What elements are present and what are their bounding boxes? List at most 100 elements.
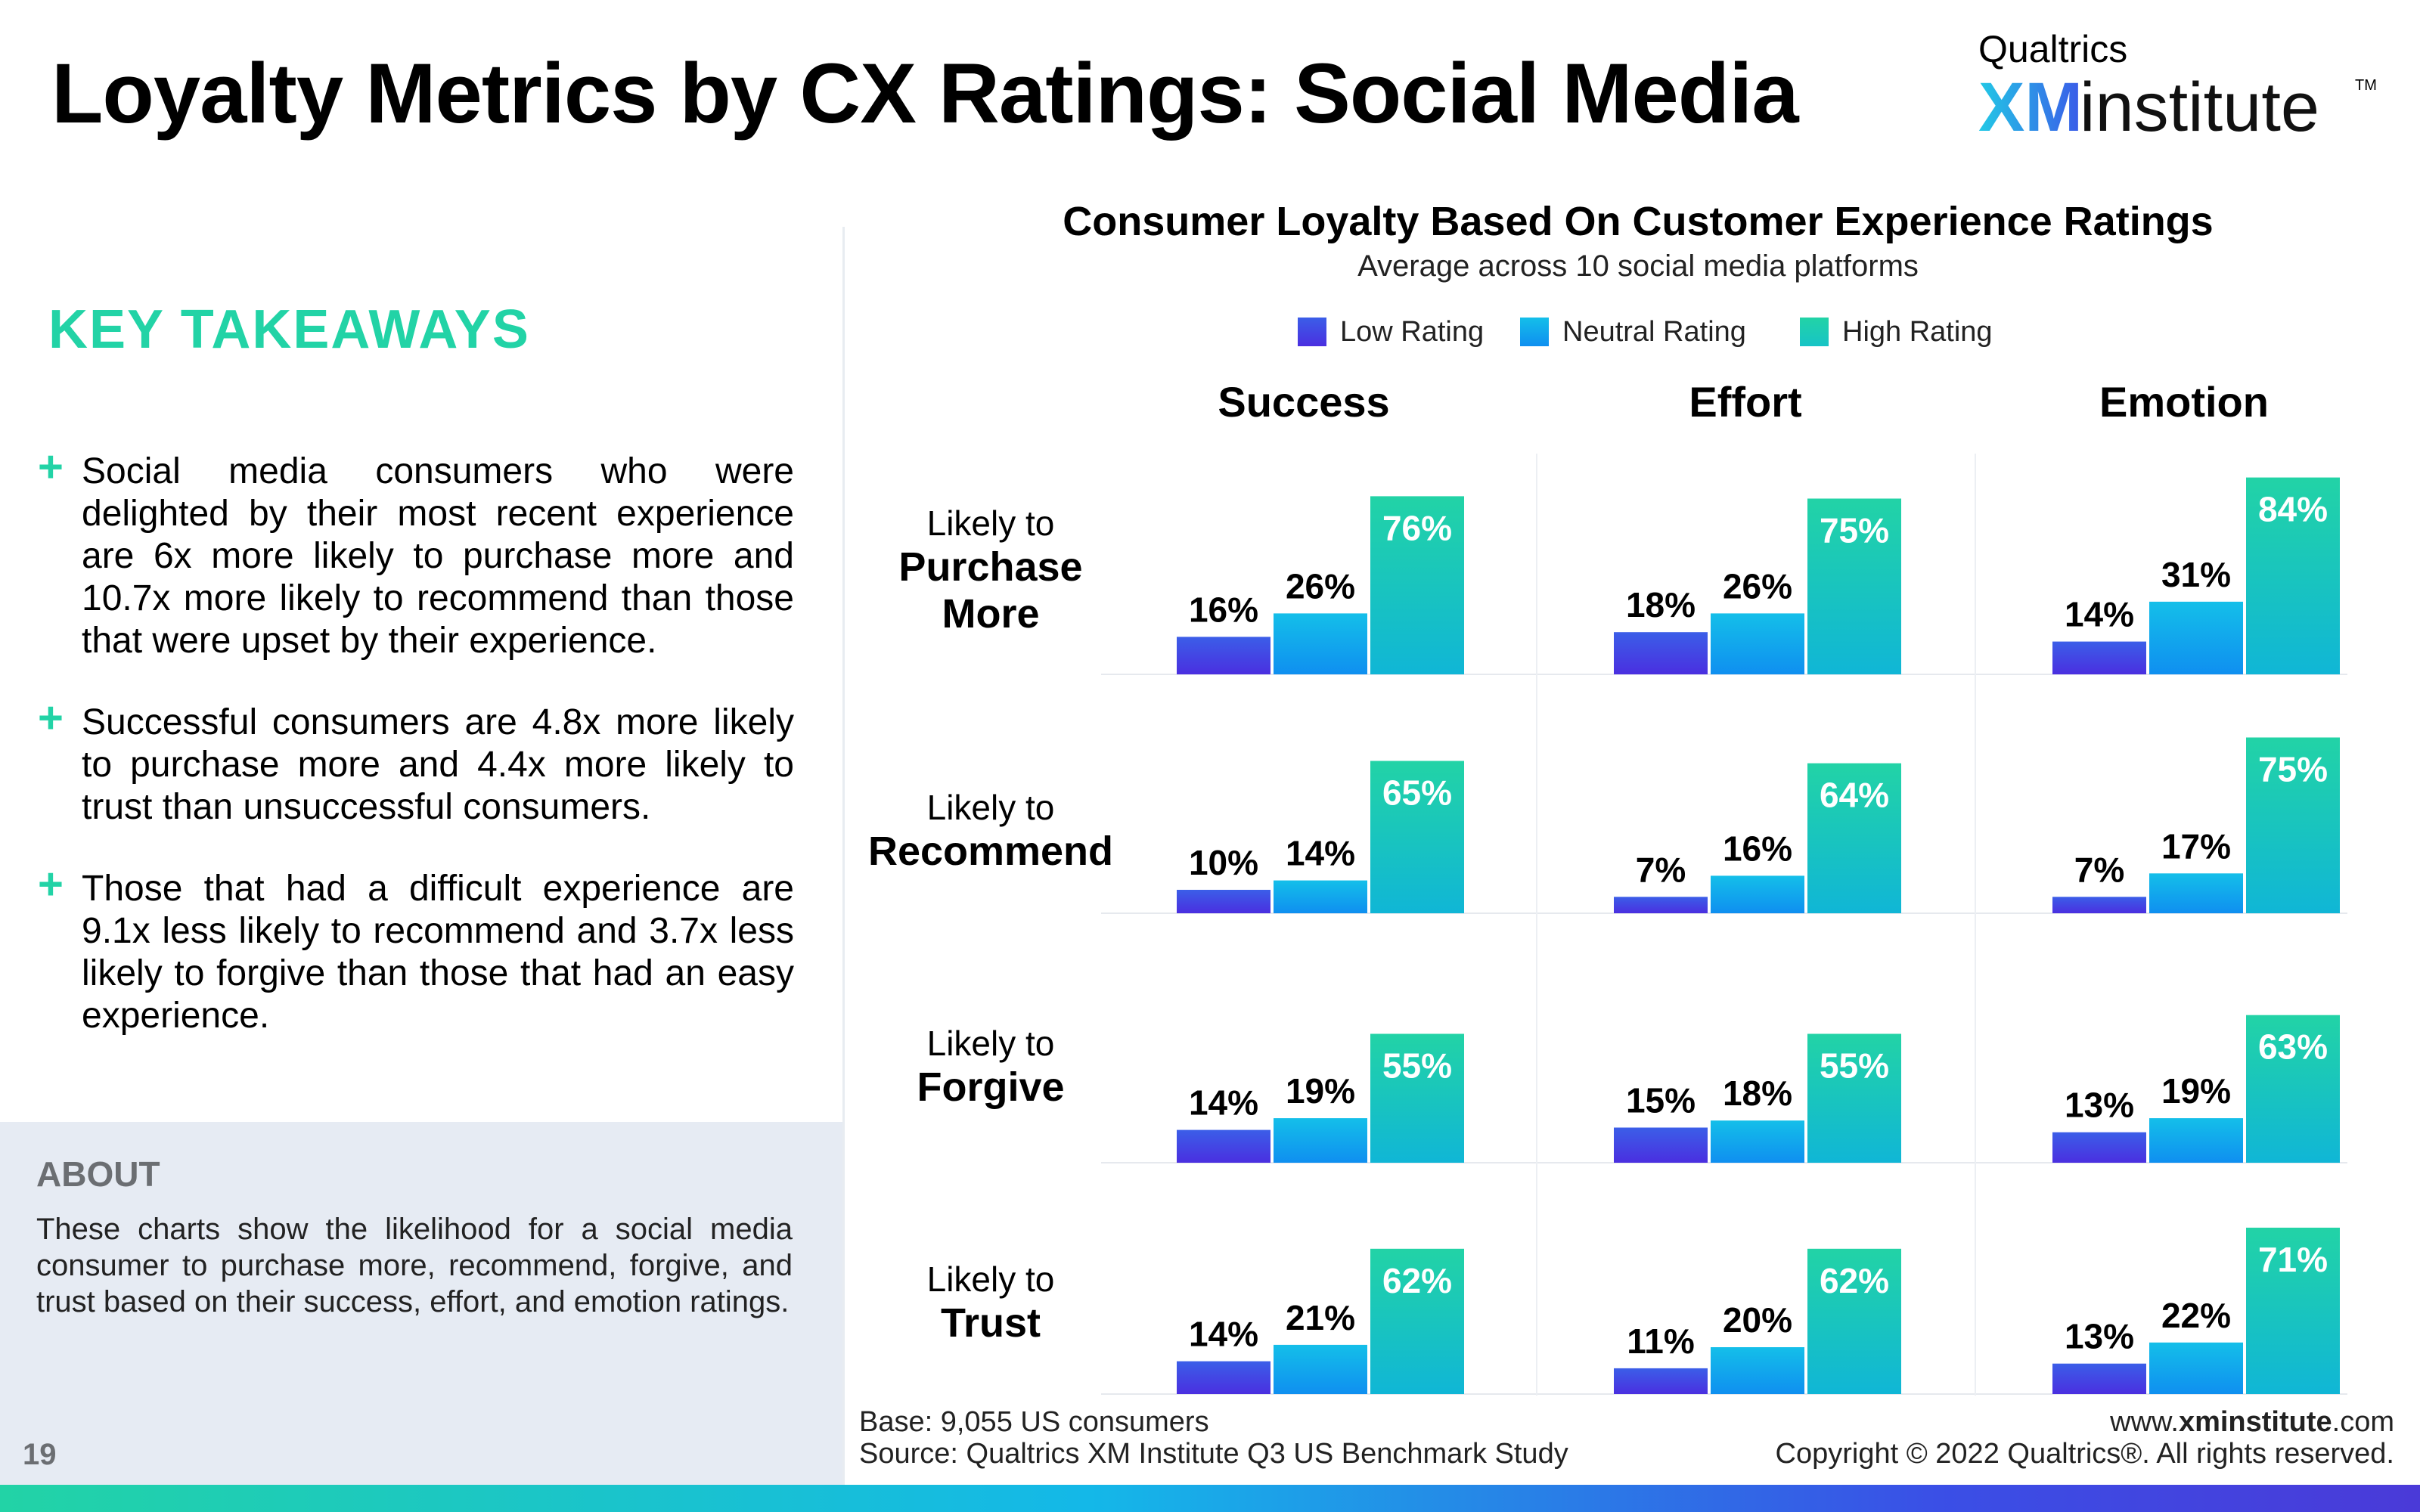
bar-neutral-success — [1274, 880, 1367, 913]
website-domain: xminstitute — [2178, 1406, 2332, 1438]
data-label-low: 14% — [2065, 595, 2134, 634]
page-number: 19 — [23, 1438, 57, 1471]
logo-trademark: TM — [2355, 77, 2377, 94]
data-label-neutral: 16% — [1723, 829, 1792, 868]
bar-neutral-emotion — [2149, 601, 2243, 674]
bar-high-effort — [1807, 1033, 1901, 1163]
row-label-metric: Purchase — [898, 544, 1083, 590]
data-label-low: 18% — [1626, 585, 1696, 624]
row-label-metric: Trust — [940, 1300, 1041, 1346]
legend-label-low: Low Rating — [1340, 315, 1485, 348]
bar-low-effort — [1614, 1127, 1708, 1163]
footer-base: Base: 9,055 US consumers — [859, 1406, 1209, 1438]
data-label-low: 13% — [2065, 1317, 2134, 1356]
row-label-prefix: Likely to — [926, 1024, 1055, 1063]
data-label-high: 84% — [2258, 490, 2328, 529]
data-label-neutral: 26% — [1286, 566, 1355, 606]
data-label-low: 7% — [2074, 850, 2124, 889]
logo-brand: Qualtrics — [1978, 28, 2128, 70]
bar-neutral-emotion — [2149, 1118, 2243, 1163]
data-label-neutral: 22% — [2161, 1296, 2231, 1335]
bar-high-success — [1370, 1248, 1464, 1394]
column-header-emotion: Emotion — [2099, 378, 2269, 426]
data-label-high: 75% — [1820, 511, 1889, 550]
row-label-prefix: Likely to — [926, 503, 1055, 543]
bar-high-emotion — [2246, 737, 2340, 913]
bar-neutral-emotion — [2149, 873, 2243, 913]
about-text: These charts show the likelihood for a s… — [36, 1213, 793, 1318]
bar-low-emotion — [2052, 641, 2146, 674]
bar-low-effort — [1614, 897, 1708, 913]
bar-low-emotion — [2052, 1363, 2146, 1394]
row-label-forgive: Likely to Forgive — [855, 1024, 1127, 1111]
qualtrics-xm-institute-logo: Qualtrics XM institute TM — [1975, 28, 2377, 146]
row-label-recommend: Likely to Recommend — [855, 788, 1127, 875]
row-label-prefix: Likely to — [926, 788, 1055, 827]
data-label-neutral: 21% — [1286, 1298, 1355, 1337]
data-label-neutral: 20% — [1723, 1300, 1792, 1340]
data-label-high: 64% — [1820, 776, 1889, 815]
bar-low-success — [1177, 1129, 1270, 1163]
logo-xm: XM — [1978, 69, 2083, 146]
bar-high-emotion — [2246, 1227, 2340, 1394]
data-label-low: 13% — [2065, 1086, 2134, 1125]
bar-high-effort — [1807, 498, 1901, 674]
takeaway-text: Successful consumers are 4.8x more likel… — [82, 702, 794, 827]
row-label-trust: Likely to Trust — [855, 1259, 1127, 1346]
bar-low-emotion — [2052, 1132, 2146, 1163]
footer-rights: www.xminstitute.com Copyright © 2022 Qua… — [1776, 1406, 2394, 1470]
data-label-neutral: 19% — [1286, 1071, 1355, 1111]
data-label-high: 63% — [2258, 1027, 2328, 1067]
vertical-divider — [842, 227, 845, 1485]
about-heading: ABOUT — [36, 1154, 160, 1194]
website-suffix: .com — [2332, 1406, 2394, 1438]
plus-icon: + — [38, 693, 64, 742]
data-label-low: 16% — [1189, 590, 1258, 629]
data-label-high: 65% — [1382, 773, 1452, 813]
bar-high-emotion — [2246, 477, 2340, 674]
data-label-low: 7% — [1636, 850, 1686, 889]
row-label-metric: Recommend — [867, 828, 1114, 874]
bar-neutral-success — [1274, 1118, 1367, 1163]
bar-neutral-emotion — [2149, 1342, 2243, 1394]
bottom-gradient-bar — [0, 1485, 2420, 1512]
chart-subtitle: Average across 10 social media platforms — [1357, 249, 1919, 283]
data-label-neutral: 26% — [1723, 566, 1792, 606]
footer-source: Source: Qualtrics XM Institute Q3 US Ben… — [859, 1438, 1568, 1470]
row-label-prefix: Likely to — [926, 1259, 1055, 1299]
data-label-low: 14% — [1189, 1315, 1258, 1354]
takeaway-item: + Social media consumers who were deligh… — [38, 445, 794, 662]
bar-neutral-effort — [1711, 613, 1804, 674]
data-label-neutral: 19% — [2161, 1071, 2231, 1111]
takeaway-text: Social media consumers who were delighte… — [82, 451, 794, 661]
legend-swatch-neutral — [1520, 318, 1549, 346]
bar-high-effort — [1807, 763, 1901, 913]
row-label-metric-line2: More — [942, 590, 1040, 637]
bar-neutral-effort — [1711, 1347, 1804, 1394]
bar-low-success — [1177, 1361, 1270, 1394]
legend-label-high: High Rating — [1842, 315, 1993, 348]
footer-notes: Base: 9,055 US consumers Source: Qualtri… — [859, 1406, 1568, 1470]
page-title: Loyalty Metrics by CX Ratings: Social Me… — [51, 46, 1799, 141]
data-label-high: 75% — [2258, 750, 2328, 789]
legend-item-low: Low Rating — [1298, 313, 1484, 351]
data-label-high: 62% — [1820, 1261, 1889, 1300]
row-label-purchase-more: Likely to Purchase More — [855, 503, 1127, 637]
data-label-low: 15% — [1626, 1081, 1696, 1120]
data-label-neutral: 17% — [2161, 826, 2231, 866]
plus-icon: + — [38, 442, 64, 491]
bar-high-success — [1370, 761, 1464, 913]
column-header-success: Success — [1218, 378, 1390, 426]
chart-title: Consumer Loyalty Based On Customer Exper… — [1063, 199, 2214, 244]
data-label-neutral: 18% — [1723, 1074, 1792, 1113]
key-takeaways-heading: KEY TAKEAWAYS — [48, 299, 530, 360]
data-label-low: 14% — [1189, 1083, 1258, 1123]
data-label-low: 10% — [1189, 843, 1258, 882]
bar-low-success — [1177, 637, 1270, 674]
column-header-effort: Effort — [1689, 378, 1802, 426]
data-label-high: 62% — [1382, 1261, 1452, 1300]
legend-swatch-low — [1298, 318, 1326, 346]
about-panel: ABOUT These charts show the likelihood f… — [0, 1122, 842, 1485]
bar-high-effort — [1807, 1248, 1901, 1394]
